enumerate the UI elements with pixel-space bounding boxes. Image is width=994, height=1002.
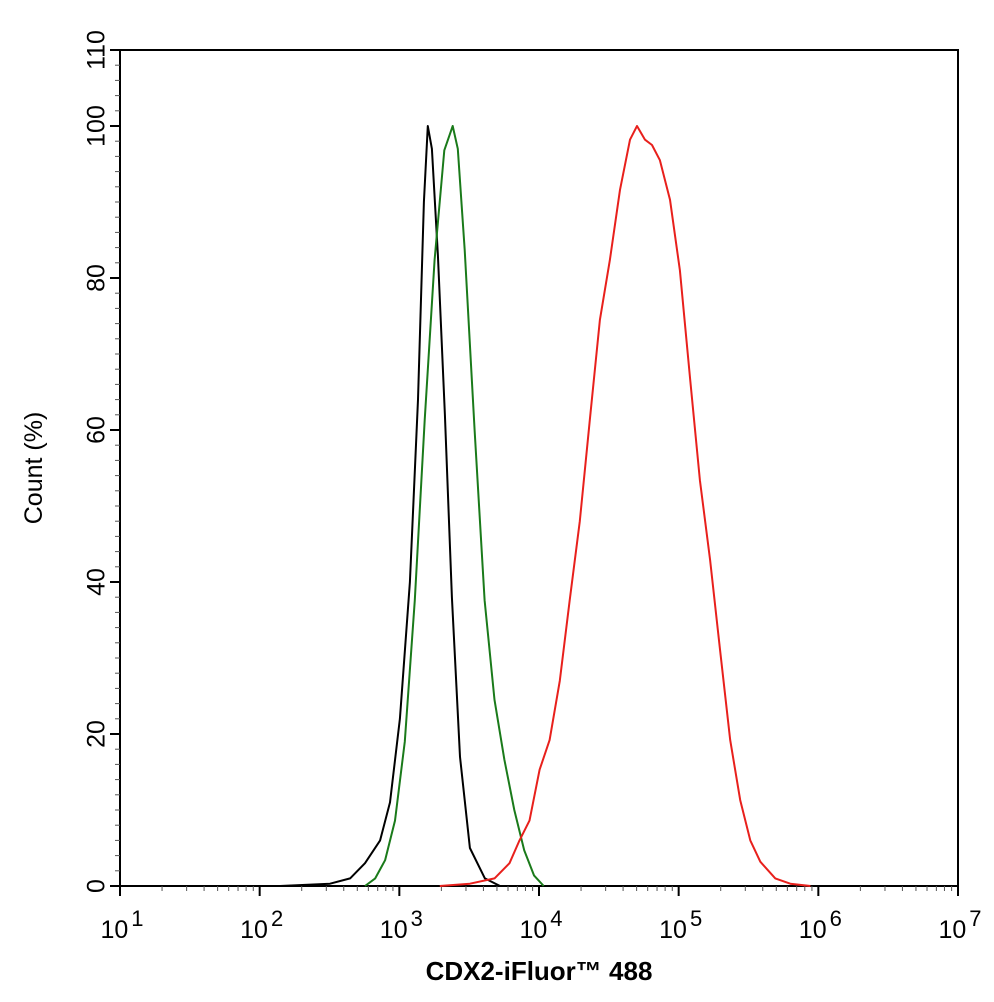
x-tick-base: 10 (799, 916, 827, 944)
x-tick-base: 10 (519, 916, 547, 944)
x-tick-exponent: 4 (550, 906, 562, 931)
x-tick-exponent: 2 (271, 906, 283, 931)
x-tick-label: 10 1 (100, 906, 143, 944)
x-tick-base: 10 (240, 916, 268, 944)
y-tick-label: 100 (83, 105, 111, 147)
y-tick-label: 20 (83, 720, 111, 748)
x-tick-label: 10 3 (380, 906, 423, 944)
x-tick-exponent: 7 (969, 906, 981, 931)
y-axis-label: Count (%) (20, 412, 48, 525)
x-tick-label: 10 6 (799, 906, 842, 944)
x-tick-base: 10 (100, 916, 128, 944)
x-tick-base: 10 (659, 916, 687, 944)
x-axis-label: CDX2-iFluor™ 488 (426, 956, 653, 986)
x-tick-label: 10 4 (519, 906, 562, 944)
x-tick-label: 10 2 (240, 906, 283, 944)
x-tick-exponent: 6 (830, 906, 842, 931)
x-tick-exponent: 1 (131, 906, 143, 931)
y-tick-label: 40 (83, 568, 111, 596)
y-tick-label: 110 (83, 30, 111, 70)
series-line (439, 125, 811, 887)
y-tick-label: 60 (83, 416, 111, 444)
x-tick-exponent: 3 (411, 906, 423, 931)
x-tick-label: 10 5 (659, 906, 702, 944)
y-tick-label: 0 (83, 879, 111, 893)
x-tick-base: 10 (938, 916, 966, 944)
y-tick-label: 80 (83, 264, 111, 292)
plot-frame (119, 49, 959, 887)
x-tick-exponent: 5 (690, 906, 702, 931)
x-tick-label: 10 7 (938, 906, 981, 944)
series-line (364, 125, 545, 887)
series-line (280, 125, 501, 887)
x-tick-base: 10 (380, 916, 408, 944)
